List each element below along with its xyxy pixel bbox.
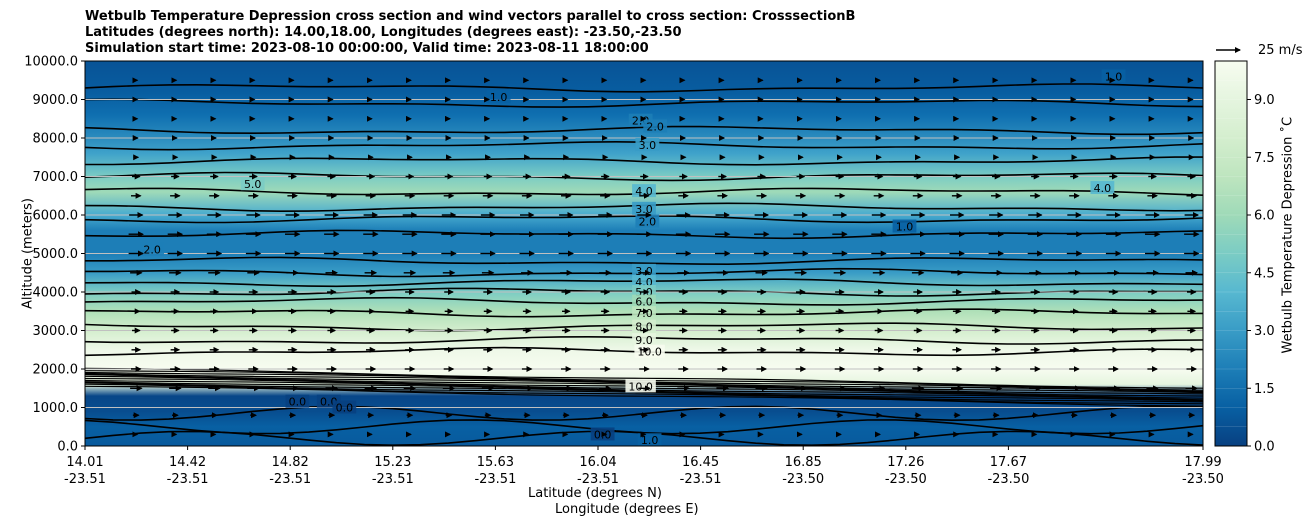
contour-label: 0.0 — [289, 396, 307, 409]
contour-label-bg — [285, 394, 310, 408]
x-tick-label-lat: 14.42 — [169, 455, 206, 470]
contour-line — [85, 156, 1203, 166]
contour-line — [85, 367, 1203, 389]
title-line-3: Simulation start time: 2023-08-10 00:00:… — [85, 41, 649, 56]
contour-label-bg — [632, 184, 656, 198]
title-line-2: Latitudes (degrees north): 14.00,18.00, … — [85, 25, 682, 40]
x-tick-label-lat: 16.45 — [682, 455, 719, 470]
contour-line — [85, 256, 1203, 266]
chart-title: Wetbulb Temperature Depression cross sec… — [85, 9, 855, 57]
x-axis-label-longitude: Longitude (degrees E) — [555, 502, 699, 517]
contour-label: 3.0 — [635, 203, 653, 216]
x-tick-label-lat: 15.63 — [477, 455, 514, 470]
colorbar-tick-label: 1.5 — [1254, 382, 1275, 397]
title-line-1: Wetbulb Temperature Depression cross sec… — [85, 9, 856, 24]
colorbar-tick-label: 6.0 — [1254, 209, 1275, 224]
y-tick-label: 5000.0 — [33, 247, 79, 262]
x-tick-label-lat: 15.23 — [374, 455, 411, 470]
contour-line — [85, 171, 1203, 182]
x-tick-label-lat: 14.01 — [66, 455, 103, 470]
x-tick-label-lat: 14.82 — [272, 455, 309, 470]
contour-label: 10.0 — [637, 346, 662, 359]
colorbar-frame — [1214, 60, 1248, 447]
contour-label: 3.0 — [639, 139, 657, 152]
contour-label: 1.0 — [896, 221, 914, 234]
y-tick-label: 8000.0 — [33, 132, 79, 147]
contour-label-bg — [643, 119, 668, 133]
x-tick-label-lon: -23.51 — [167, 472, 209, 487]
colorbar-tick-label: 9.0 — [1254, 93, 1275, 108]
colorbar-label: Wetbulb Temperature Depression ˚C — [1280, 116, 1296, 354]
x-tick-label-lon: -23.51 — [269, 472, 311, 487]
y-axis-label: Altitude (meters) — [20, 198, 36, 309]
contour-label: 2.0 — [143, 244, 161, 257]
contour-label: 8.0 — [635, 321, 653, 334]
wind-vectors — [128, 77, 1200, 438]
contour-label: 1.0 — [490, 91, 508, 104]
contour-label-bg — [632, 201, 656, 215]
contour-label-bg — [240, 177, 265, 191]
contour-label: 9.0 — [635, 334, 653, 347]
x-tick-label-lat: 16.04 — [579, 455, 616, 470]
colorbar-tick-label: 4.5 — [1254, 266, 1275, 281]
contour-label-bg — [632, 333, 656, 347]
y-tick-label: 0.0 — [57, 440, 78, 455]
contour-label-bg — [632, 274, 656, 288]
contour-label: 7.0 — [635, 307, 653, 320]
contour-label-bg — [140, 242, 164, 256]
colorbar-tick-label: 7.5 — [1254, 151, 1275, 166]
x-tick-label-lat: 17.99 — [1184, 455, 1221, 470]
contour-label-bg — [635, 214, 660, 228]
contour-label-bg — [486, 90, 511, 104]
y-tick-label: 3000.0 — [33, 324, 79, 339]
contour-line — [85, 98, 1203, 108]
contour-label: 1.0 — [641, 434, 659, 447]
contour-label: 6.0 — [635, 296, 653, 309]
x-tick-label-lon: -23.51 — [680, 472, 722, 487]
y-tick-label: 6000.0 — [33, 209, 79, 224]
x-tick-label-lon: -23.50 — [1182, 472, 1224, 487]
contour-label-bg — [634, 344, 665, 358]
contour-label: 0.0 — [594, 428, 612, 441]
y-tick-label: 9000.0 — [33, 93, 79, 108]
x-tick-label-lat: 16.85 — [785, 455, 822, 470]
contour-label: 4.0 — [1094, 182, 1112, 195]
x-axis-label-latitude: Latitude (degrees N) — [528, 486, 662, 501]
contour-label-bg — [632, 294, 656, 308]
y-tick-label: 10000.0 — [24, 55, 78, 70]
x-tick-label-lat: 17.67 — [990, 455, 1027, 470]
contour-label-bg — [892, 219, 917, 233]
colorbar — [1215, 61, 1247, 446]
contour-label: 0.0 — [336, 402, 354, 415]
contour-label: 10.0 — [628, 380, 653, 393]
contour-label-bg — [1101, 69, 1126, 83]
x-tick-label-lon: -23.51 — [577, 472, 619, 487]
colorbar-tick-label: 3.0 — [1254, 324, 1275, 339]
contour-label: 2.0 — [639, 216, 657, 229]
y-tick-label: 7000.0 — [33, 170, 79, 185]
x-tick-label-lon: -23.50 — [885, 472, 927, 487]
y-tick-label: 4000.0 — [33, 286, 79, 301]
contour-label-bg — [635, 137, 660, 151]
y-tick-label: 1000.0 — [33, 401, 79, 416]
x-tick-label-lon: -23.50 — [987, 472, 1029, 487]
x-tick-label-lon: -23.51 — [474, 472, 516, 487]
contour-line — [85, 385, 1203, 407]
colorbar-tick-label: 0.0 — [1254, 440, 1275, 455]
contour-line — [85, 83, 1203, 93]
reference-vector-label: 25 m/s — [1258, 43, 1303, 58]
contour-label-bg — [1090, 181, 1115, 195]
x-tick-label-lat: 17.26 — [887, 455, 924, 470]
contour-label-bg — [632, 319, 656, 333]
x-tick-label-lon: -23.50 — [782, 472, 824, 487]
contour-label: 2.0 — [646, 120, 664, 133]
contour-label-bg — [332, 400, 357, 414]
contour-label: 5.0 — [244, 178, 262, 191]
x-tick-label-lon: -23.51 — [372, 472, 414, 487]
contour-label: 1.0 — [1105, 70, 1123, 83]
y-tick-label: 2000.0 — [33, 363, 79, 378]
x-tick-label-lon: -23.51 — [64, 472, 106, 487]
